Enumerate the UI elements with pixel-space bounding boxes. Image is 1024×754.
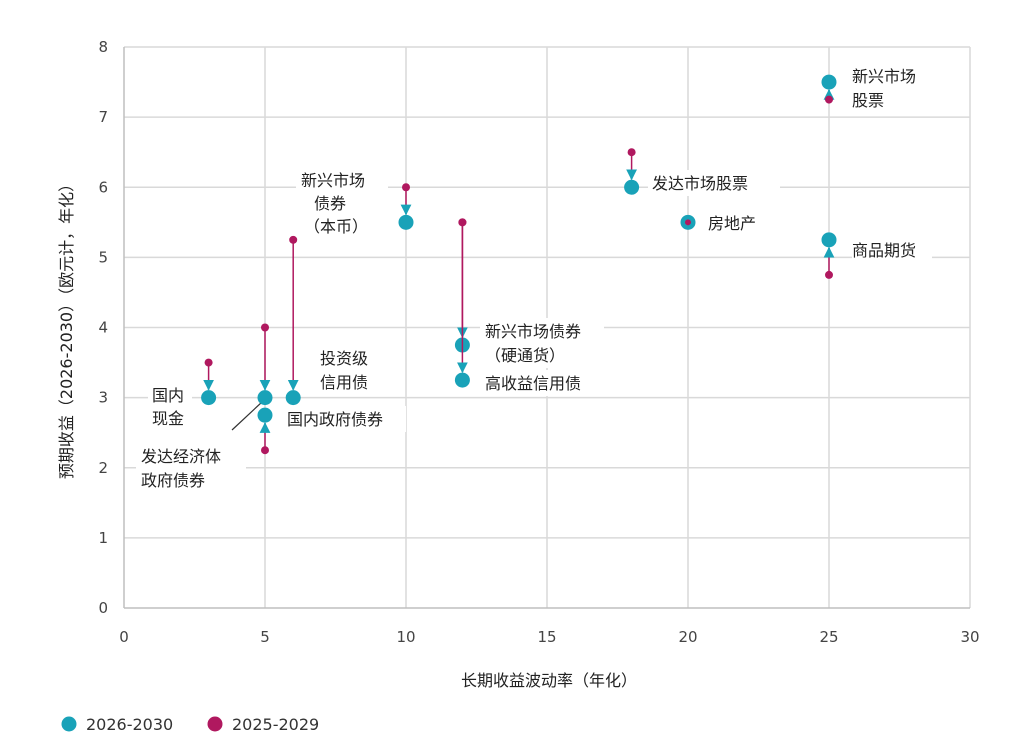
label-backdrop (852, 236, 932, 266)
data-point-group: 高收益信用债 (454, 218, 581, 393)
point-label: 新兴市场债券 (485, 322, 581, 341)
data-point-group: 新兴市场债券 （硬通货） (454, 218, 581, 365)
point-label: 高收益信用债 (485, 374, 581, 393)
point-2025-2029 (261, 323, 269, 332)
label-backdrop (136, 444, 246, 494)
point-label: 新兴市场 (852, 67, 916, 86)
label-backdrop (480, 318, 604, 368)
y-axis-title: 预期收益（2026-2030）（欧元计，年化） (57, 176, 76, 479)
point-label: 发达经济体 (141, 447, 221, 466)
point-2026-2030 (624, 179, 640, 195)
label-backdrop (648, 170, 780, 196)
point-2025-2029 (627, 148, 636, 157)
legend-label-2026-2030: 2026-2030 (86, 715, 173, 734)
point-2026-2030 (201, 390, 217, 406)
point-2025-2029 (685, 219, 691, 226)
legend: 2026-2030 2025-2029 (61, 715, 319, 734)
x-tick-label: 25 (819, 628, 838, 646)
y-tick-label: 7 (98, 108, 108, 126)
legend-label-2025-2029: 2025-2029 (232, 715, 319, 734)
label-backdrop (296, 164, 388, 236)
point-label: （本币） (304, 217, 368, 236)
x-tick-label: 0 (119, 628, 129, 646)
point-label: 房地产 (708, 214, 756, 233)
point-2025-2029 (825, 95, 833, 104)
point-label: 发达市场股票 (652, 174, 748, 193)
point-label: 国内政府债券 (287, 410, 383, 429)
point-2026-2030 (454, 372, 470, 388)
point-label: 现金 (152, 409, 184, 428)
label-backdrop (318, 346, 382, 396)
y-tick-label: 6 (98, 178, 108, 196)
point-label: 股票 (852, 91, 884, 110)
x-tick-label: 10 (396, 628, 415, 646)
label-backdrop (148, 384, 192, 434)
label-leader-line (231, 401, 263, 431)
y-tick-label: 2 (98, 459, 108, 477)
point-2025-2029 (825, 270, 833, 279)
label-backdrop (704, 210, 766, 238)
y-tick-label: 5 (98, 248, 108, 266)
label-backdrop (282, 406, 406, 432)
point-2025-2029 (289, 235, 298, 244)
point-label: 国内 (152, 386, 184, 405)
x-axis-title: 长期收益波动率（年化） (461, 671, 637, 690)
label-backdrop (480, 370, 604, 396)
data-point-group: 发达市场股票 (624, 148, 748, 195)
point-2025-2029 (261, 446, 269, 455)
y-tick-label: 0 (98, 599, 108, 617)
legend-marker-2025-2029 (207, 716, 223, 732)
x-tick-label: 15 (537, 628, 556, 646)
data-point-group: 商品期货 (821, 232, 916, 279)
point-2025-2029 (204, 358, 213, 367)
point-label: 债券 (314, 194, 346, 213)
label-backdrop (852, 66, 932, 114)
x-tick-label: 30 (960, 628, 979, 646)
data-point-group: 房地产 (680, 214, 756, 233)
point-label: （硬通货） (485, 346, 565, 365)
point-label: 投资级 (320, 349, 368, 368)
legend-marker-2026-2030 (61, 716, 77, 732)
point-label: 商品期货 (852, 241, 916, 260)
point-2026-2030 (398, 214, 414, 230)
point-2026-2030 (285, 390, 301, 406)
y-tick-label: 8 (98, 38, 108, 56)
data-point-group: 新兴市场债券 （本币） (301, 171, 414, 236)
point-2025-2029 (402, 183, 410, 192)
data-point-group: 国内政府债券 (285, 235, 383, 429)
point-label: 政府债券 (141, 471, 205, 490)
point-label: 信用债 (320, 373, 368, 392)
y-tick-label: 1 (98, 529, 108, 547)
x-tick-label: 20 (678, 628, 697, 646)
point-label: 新兴市场 (301, 171, 365, 190)
x-tick-label: 5 (260, 628, 270, 646)
point-2026-2030 (821, 232, 837, 248)
point-2026-2030 (257, 407, 273, 423)
point-2026-2030 (821, 74, 837, 90)
y-tick-label: 4 (98, 319, 108, 337)
y-tick-label: 3 (98, 389, 108, 407)
point-2025-2029 (458, 218, 467, 227)
point-2026-2030 (257, 390, 273, 406)
